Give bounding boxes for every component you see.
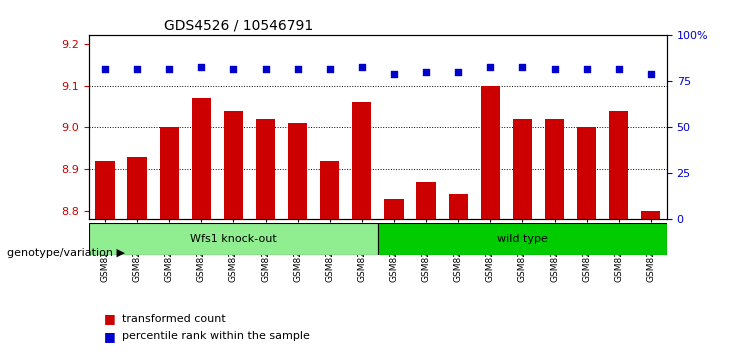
Bar [577,127,597,219]
Point [452,69,464,75]
Bar [448,194,468,219]
Text: Wfs1 knock-out: Wfs1 knock-out [190,234,277,244]
Point [99,66,111,72]
Point [581,66,593,72]
Bar [481,86,500,219]
Bar [127,157,147,219]
Point [356,64,368,69]
Point [259,66,271,72]
Point [645,71,657,77]
Text: transformed count: transformed count [122,314,226,324]
Bar [192,98,211,219]
Bar [416,182,436,219]
Point [131,66,143,72]
Bar [256,119,275,219]
Point [516,64,528,69]
Text: ■: ■ [104,330,116,343]
Bar [96,161,115,219]
Bar [609,111,628,219]
Point [292,66,304,72]
Text: genotype/variation ▶: genotype/variation ▶ [7,248,125,258]
Bar [89,223,378,255]
Bar [320,161,339,219]
Bar [545,119,564,219]
Text: GDS4526 / 10546791: GDS4526 / 10546791 [164,19,313,33]
Point [196,64,207,69]
Bar [159,127,179,219]
Text: ■: ■ [104,312,116,325]
Text: wild type: wild type [497,234,548,244]
Bar [288,123,308,219]
Bar [385,199,404,219]
Point [324,66,336,72]
Bar [224,111,243,219]
Point [548,66,560,72]
Text: percentile rank within the sample: percentile rank within the sample [122,331,310,341]
Point [613,66,625,72]
Point [163,66,175,72]
Point [485,64,496,69]
Bar [641,211,660,219]
Point [420,69,432,75]
Point [388,71,400,77]
Bar [352,102,371,219]
Bar [513,119,532,219]
Point [227,66,239,72]
Bar [378,223,667,255]
